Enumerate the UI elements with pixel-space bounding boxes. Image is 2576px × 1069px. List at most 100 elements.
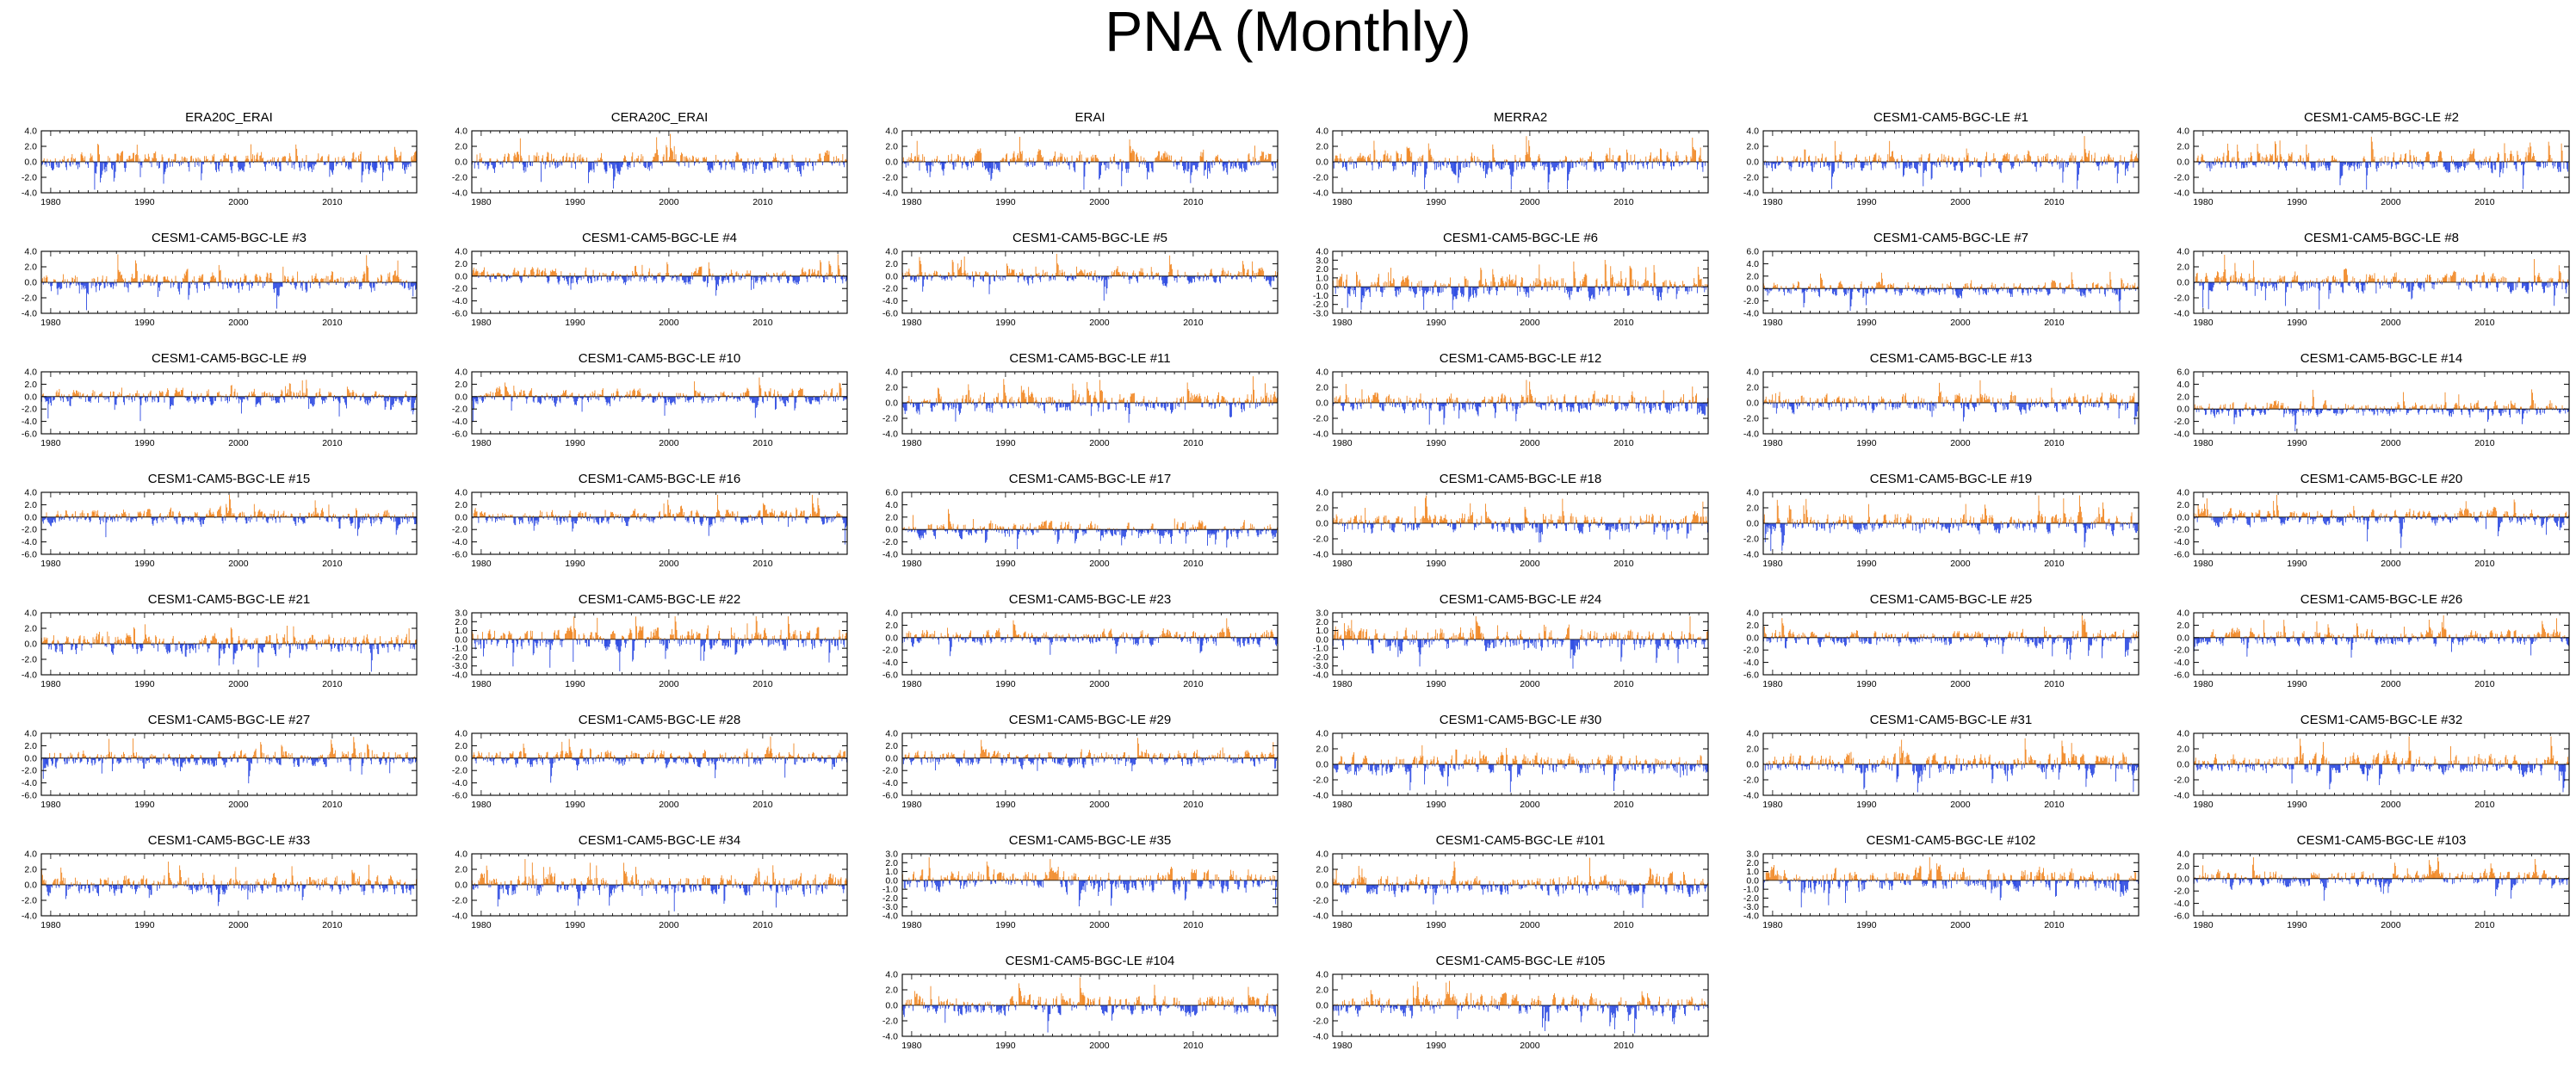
data-bar [1040,150,1042,162]
data-bar [2275,141,2276,162]
data-bar [1985,151,1987,162]
data-bar [2438,156,2439,162]
data-bar [1690,156,1692,162]
data-bar [635,158,637,162]
data-bar [2543,162,2545,169]
data-bar [146,280,147,282]
data-bar [1021,269,1023,276]
data-bar [2125,162,2126,176]
x-tick-label: 1980 [901,197,922,207]
data-bar [226,158,228,162]
data-bar [295,144,297,162]
data-bar [550,160,552,162]
data-bar [1364,158,1365,162]
data-bar [1486,162,1488,175]
data-bar [232,280,234,282]
data-bar [945,162,947,164]
data-bar [1670,162,1672,167]
data-bar [2079,162,2080,168]
data-bar [149,275,151,282]
data-bar [102,282,104,284]
data-bar [47,162,49,164]
data-bar [1074,162,1076,173]
data-bar [292,275,294,282]
data-bar [1178,274,1180,276]
data-bar [511,162,512,164]
data-bar [2525,151,2527,162]
data-bar [1457,155,1458,162]
data-bar [1496,162,1498,164]
data-bar [200,159,201,162]
data-bar [564,275,565,281]
data-bar [223,155,225,162]
data-bar [1002,275,1004,281]
data-bar [359,153,361,162]
data-bar [413,282,415,287]
data-bar [491,162,492,165]
data-bar [1070,273,1072,276]
data-bar [938,159,940,162]
data-bar [765,162,766,170]
data-bar [110,162,111,164]
data-bar [1796,158,1798,162]
data-bar [392,281,393,282]
data-bar [1073,275,1074,281]
data-bar [606,162,608,172]
data-bar [1240,162,1242,169]
data-bar [554,162,556,169]
data-bar [700,267,702,276]
data-bar [1485,162,1487,174]
data-bar [84,156,86,162]
data-bar [2336,160,2338,162]
data-bar [501,275,503,282]
data-bar [913,156,915,162]
data-bar [1822,153,1823,162]
data-bar [308,162,310,171]
data-bar [2410,155,2412,162]
data-bar [2533,152,2534,162]
data-bar [995,162,996,164]
data-bar [66,279,68,282]
data-bar [2368,162,2369,169]
data-bar [2003,155,2005,162]
data-bar [544,162,546,170]
data-bar [103,282,105,289]
data-bar [2012,162,2014,169]
data-bar [553,270,554,276]
data-bar [1195,275,1196,277]
data-bar [798,275,800,284]
data-bar [1567,162,1568,189]
data-bar [602,272,604,276]
data-bar [1251,162,1253,166]
data-bar [796,162,798,167]
data-bar [1902,158,1904,162]
data-bar [365,281,367,282]
data-bar [687,159,689,162]
data-bar [1051,275,1053,276]
data-bar [88,282,89,294]
data-bar [1460,162,1461,173]
data-bar [633,273,635,276]
data-bar [1687,162,1689,164]
data-bar [671,148,672,162]
data-bar [247,155,249,162]
data-bar [902,275,904,280]
data-bar [2019,162,2021,167]
data-bar [1452,162,1453,172]
data-bar [1138,271,1140,276]
data-bar [911,275,913,281]
data-bar [916,140,918,162]
data-bar [2440,151,2442,162]
data-bar [605,273,607,276]
data-bar [574,162,576,164]
data-bar [704,275,706,282]
data-bar [1879,160,1880,162]
data-bar [133,152,134,162]
data-bar [795,275,796,284]
y-tick-label: -4.0 [22,188,37,199]
data-bar [1076,266,1077,276]
data-bar [384,162,386,164]
data-bar [179,282,181,295]
data-bar [2283,158,2285,162]
data-bar [1172,269,1173,276]
